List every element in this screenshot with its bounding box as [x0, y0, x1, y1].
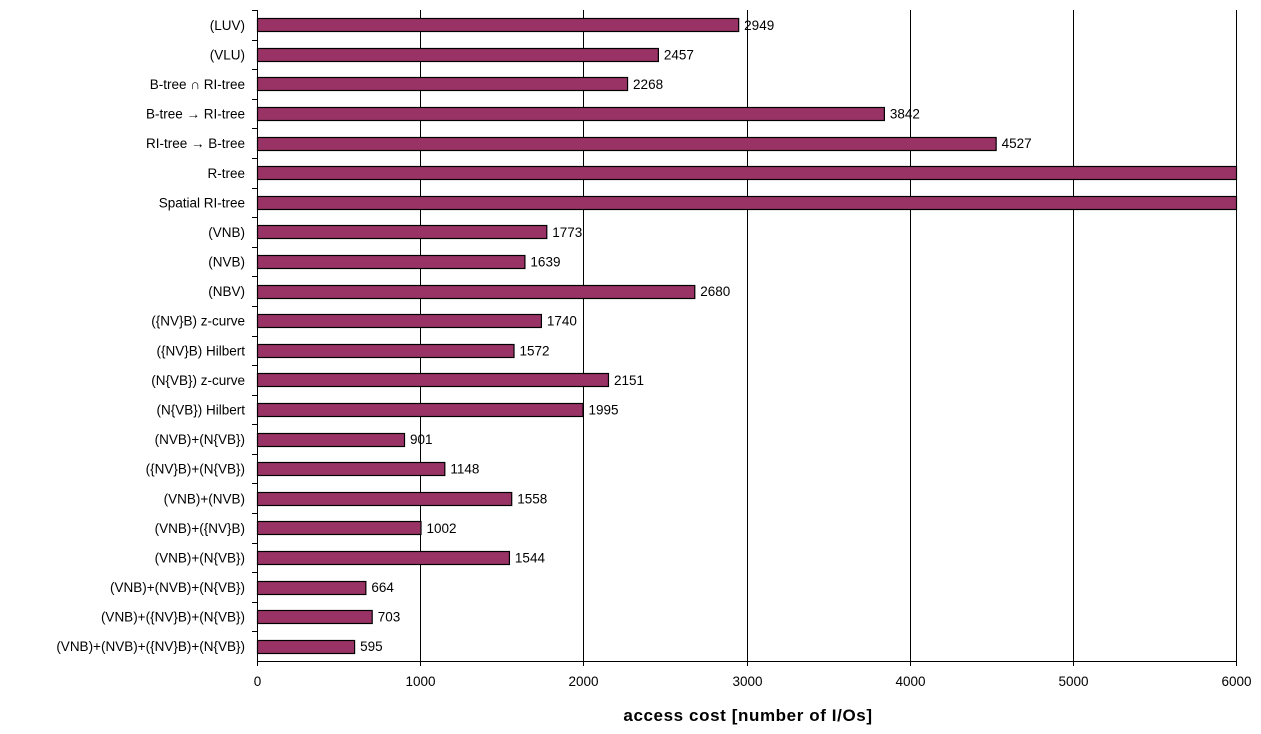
value-label: 664: [371, 580, 394, 595]
category-label: (NVB)+(N{VB}): [155, 432, 245, 447]
value-label: 1773: [552, 225, 582, 240]
x-tick-label: 5000: [1058, 674, 1088, 689]
bar: [256, 491, 513, 507]
value-label: 1544: [515, 550, 546, 565]
bar: [256, 520, 422, 536]
category-label: (VNB): [208, 225, 245, 240]
bar: [256, 284, 696, 300]
category-label: ({NV}B) z-curve: [151, 314, 245, 329]
bar: [256, 195, 1238, 211]
category-label: (VNB)+(NVB): [164, 491, 245, 506]
x-tick-label: 0: [254, 674, 262, 689]
category-label: RI-tree → B-tree: [146, 136, 245, 151]
category-label: B-tree ∩ RI-tree: [150, 77, 245, 92]
bar: [256, 47, 660, 63]
category-label: (N{VB}) Hilbert: [156, 402, 245, 417]
axes: [252, 10, 1237, 666]
bar: [256, 461, 446, 477]
bar: [256, 17, 740, 33]
value-label: 2457: [664, 47, 694, 62]
bar: [256, 224, 548, 240]
category-label: (VNB)+({NV}B): [155, 521, 245, 536]
category-label: R-tree: [207, 166, 245, 181]
bar: [256, 106, 885, 122]
x-tick-label: 6000: [1221, 674, 1251, 689]
value-label: 1740: [547, 314, 577, 329]
value-label: 2151: [614, 373, 644, 388]
value-label: 4527: [1002, 136, 1032, 151]
x-tick-label: 4000: [895, 674, 925, 689]
category-label: (VNB)+(NVB)+({NV}B)+(N{VB}): [56, 639, 245, 654]
x-axis-title: access cost [number of I/Os]: [623, 706, 872, 725]
category-label: (LUV): [210, 18, 245, 33]
x-tick-label: 1000: [405, 674, 435, 689]
category-label: (VNB)+(NVB)+(N{VB}): [110, 580, 245, 595]
category-label: (N{VB}) z-curve: [151, 373, 245, 388]
bar: [256, 76, 629, 92]
category-label: ({NV}B)+(N{VB}): [146, 462, 245, 477]
bar: [256, 432, 406, 448]
bar: [256, 580, 367, 596]
bar: [256, 550, 511, 566]
value-label: 3842: [890, 107, 920, 122]
value-label: 1572: [519, 343, 549, 358]
value-label: 1995: [589, 402, 619, 417]
labels: 0 1000 2000 3000 4000 5000 6000 (LUV) 2949 (VLU) 2…: [56, 18, 1251, 689]
bar: [256, 343, 515, 359]
bar: [256, 254, 526, 270]
category-label: (NBV): [208, 284, 245, 299]
value-label: 595: [360, 639, 383, 654]
category-label: (VLU): [210, 47, 245, 62]
value-label: 1639: [530, 255, 560, 270]
bar: [256, 372, 610, 388]
x-tick-label: 3000: [732, 674, 762, 689]
value-label: 2680: [700, 284, 730, 299]
value-label: 2268: [633, 77, 663, 92]
category-label: ({NV}B) Hilbert: [156, 343, 245, 358]
bar: [256, 313, 543, 329]
bar: [256, 165, 1238, 181]
bar: [256, 136, 997, 152]
category-label: (VNB)+(N{VB}): [155, 550, 245, 565]
bar: [256, 639, 356, 655]
x-tick-label: 2000: [568, 674, 598, 689]
value-label: 901: [410, 432, 433, 447]
value-label: 1558: [517, 491, 547, 506]
category-label: (VNB)+({NV}B)+(N{VB}): [101, 610, 245, 625]
category-label: Spatial RI-tree: [159, 195, 245, 210]
bar: [256, 402, 584, 418]
value-label: 1002: [426, 521, 456, 536]
category-label: B-tree → RI-tree: [146, 107, 245, 122]
bar: [256, 609, 373, 625]
value-label: 2949: [744, 18, 774, 33]
category-label: (NVB): [208, 255, 245, 270]
value-label: 1148: [450, 462, 479, 477]
value-label: 703: [378, 610, 401, 625]
